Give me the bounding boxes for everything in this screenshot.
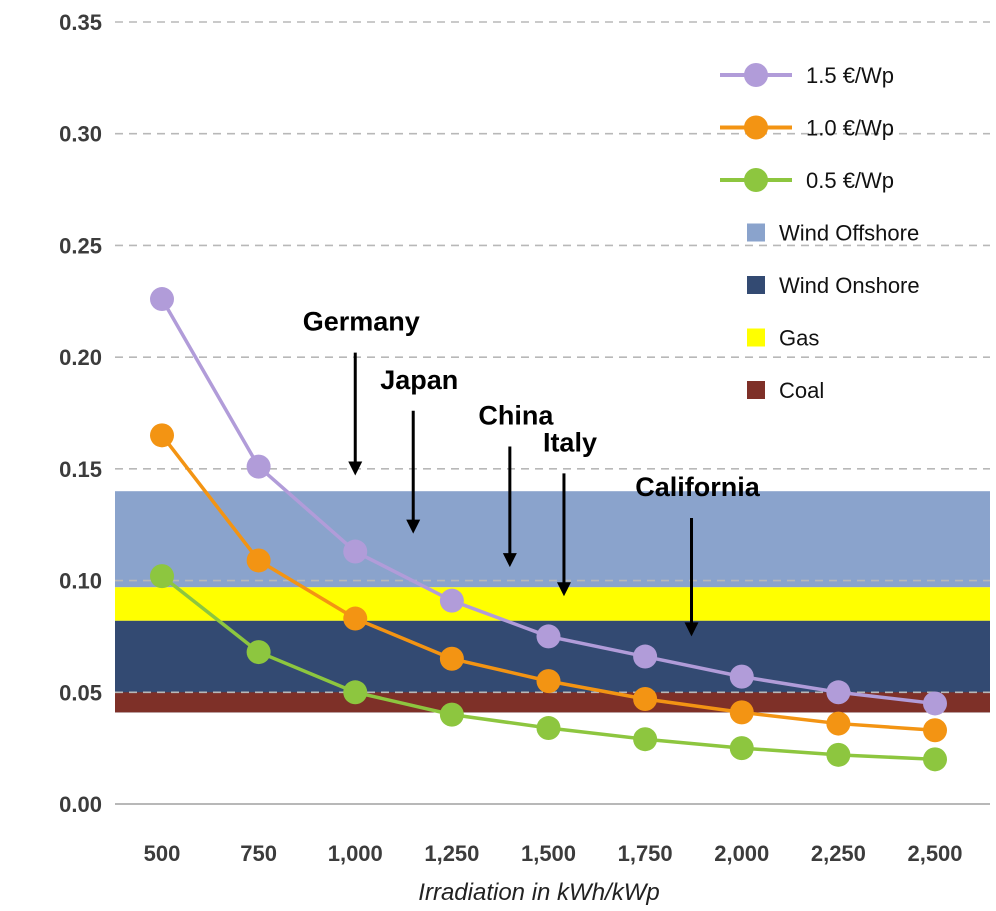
legend-marker (744, 168, 768, 192)
legend-item-1-5-wp: 1.5 €/Wp (720, 63, 894, 88)
data-point (343, 539, 368, 564)
legend-label: Gas (779, 326, 819, 351)
y-tick-label: 0.25 (59, 233, 102, 258)
legend-item-1-0-wp: 1.0 €/Wp (720, 115, 894, 141)
data-point (150, 423, 174, 448)
series-0-5-wp (150, 564, 947, 772)
legend-item-gas: Gas (747, 326, 819, 351)
y-tick-label: 0.10 (59, 569, 102, 594)
data-point (343, 680, 368, 705)
annotation-label: China (478, 401, 554, 431)
data-point (246, 640, 271, 665)
data-point (826, 711, 851, 736)
legend-label: 1.5 €/Wp (806, 63, 894, 88)
band-wind-offshore (115, 491, 990, 588)
data-point (246, 548, 271, 573)
data-point (923, 691, 947, 716)
band-coal (115, 692, 990, 713)
legend-box-swatch (747, 276, 765, 294)
annotation-label: Japan (380, 365, 458, 395)
data-point (633, 644, 658, 669)
y-tick-label: 0.05 (59, 680, 102, 705)
x-tick-label: 1,750 (618, 841, 673, 866)
y-axis: 0.00 0.05 0.10 0.15 0.20 0.25 0.30 0.35 (59, 10, 102, 817)
x-axis-label: Irradiation in kWh/kWp (418, 879, 659, 906)
data-point (826, 742, 851, 767)
data-point (633, 727, 658, 752)
legend-box-swatch (747, 328, 765, 347)
data-point (826, 680, 851, 705)
annotation-california: California (635, 472, 761, 637)
x-tick-label: 1,000 (328, 841, 383, 866)
series-1-5-wp (150, 287, 947, 716)
annotation-arrowhead (406, 519, 421, 534)
data-point (150, 287, 174, 312)
x-tick-label: 1,250 (424, 841, 479, 866)
data-point (150, 564, 174, 589)
data-point (439, 646, 464, 671)
band-gas (115, 587, 990, 621)
x-axis: 500 750 1,000 1,250 1,500 1,750 2,000 2,250 2,50… (144, 841, 963, 866)
y-tick-label: 0.15 (59, 457, 102, 482)
legend-label: Coal (779, 378, 824, 403)
legend-label: Wind Onshore (779, 273, 920, 298)
y-tick-label: 0.20 (59, 345, 102, 370)
legend-label: 1.0 €/Wp (806, 116, 894, 141)
x-tick-label: 2,500 (907, 841, 962, 866)
annotation-label: Italy (543, 427, 597, 457)
annotation-china: China (478, 401, 554, 568)
legend-item-coal: Coal (747, 378, 824, 403)
data-point (536, 624, 561, 649)
legend-item-wind-onshore: Wind Onshore (747, 273, 920, 298)
annotation-label: California (635, 472, 761, 502)
y-tick-label: 0.00 (59, 792, 102, 817)
data-point (923, 718, 947, 743)
legend-item-0-5-wp: 0.5 €/Wp (720, 168, 894, 193)
data-point (923, 747, 947, 772)
data-point (729, 664, 754, 689)
legend-label: Wind Offshore (779, 221, 919, 246)
annotation-arrowhead (502, 553, 517, 568)
x-tick-label: 2,250 (811, 841, 866, 866)
data-point (633, 686, 658, 711)
data-point (439, 588, 464, 613)
annotation-germany: Germany (303, 307, 420, 476)
annotation-arrowhead (684, 622, 699, 637)
annotation-italy: Italy (543, 427, 597, 597)
series-lines (150, 287, 947, 772)
data-point (343, 606, 368, 631)
data-point (536, 669, 561, 694)
data-point (729, 700, 754, 725)
legend-box-swatch (747, 381, 765, 399)
legend-item-wind-offshore: Wind Offshore (747, 221, 919, 246)
legend-marker (744, 63, 768, 87)
y-tick-label: 0.30 (59, 122, 102, 147)
legend-label: 0.5 €/Wp (806, 168, 894, 193)
data-point (536, 716, 561, 741)
x-tick-label: 750 (240, 841, 277, 866)
legend-marker (744, 115, 768, 140)
x-tick-label: 1,500 (521, 841, 576, 866)
x-tick-label: 2,000 (714, 841, 769, 866)
data-point (729, 736, 754, 761)
annotation-arrowhead (556, 582, 571, 597)
y-tick-label: 0.35 (59, 10, 102, 35)
data-point (246, 454, 271, 479)
series-1-0-wp (150, 423, 947, 743)
annotation-label: Germany (303, 307, 420, 337)
annotation-arrowhead (348, 461, 363, 476)
data-point (439, 702, 464, 727)
x-tick-label: 500 (144, 841, 181, 866)
annotation-japan: Japan (380, 365, 458, 534)
legend: 1.5 €/Wp 1.0 €/Wp 0.5 €/Wp Wind Offshore Win… (720, 63, 920, 403)
legend-box-swatch (747, 223, 765, 242)
